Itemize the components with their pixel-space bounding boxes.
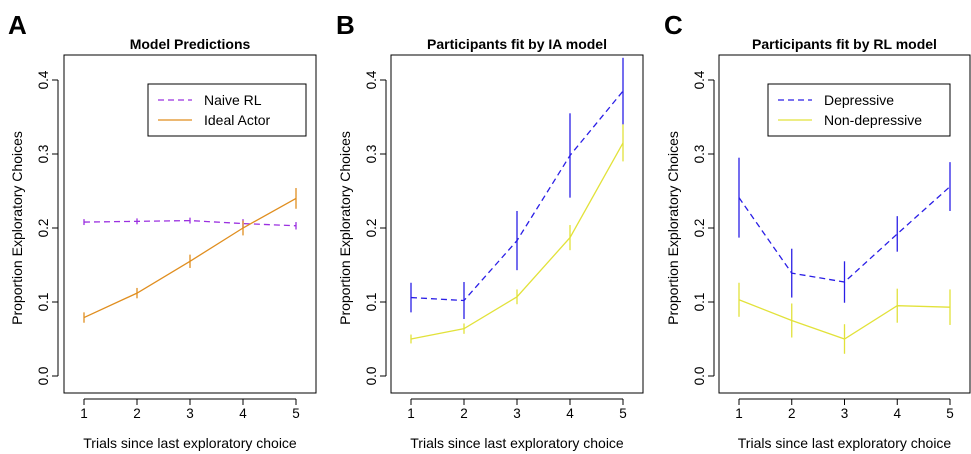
chart-title: Participants fit by IA model	[427, 36, 607, 52]
x-tick-label: 4	[566, 406, 574, 421]
y-tick-label: 0.3	[692, 145, 707, 164]
x-axis-label: Trials since last exploratory choice	[83, 435, 297, 451]
y-tick-label: 0.2	[364, 219, 379, 238]
series-line	[83, 219, 297, 227]
x-tick-label: 5	[619, 406, 627, 421]
x-axis-label: Trials since last exploratory choice	[410, 435, 624, 451]
panel-letter: A	[8, 10, 27, 40]
x-tick-label: 3	[186, 406, 194, 421]
chart-panel-a: A Model Predictions 1 2 3 4 5 Trials since last…	[8, 10, 317, 451]
legend-entry: Depressive	[824, 92, 894, 108]
x-tick-label: 5	[292, 406, 300, 421]
legend: Depressive Non-depressive	[767, 83, 951, 137]
series-dashed	[738, 157, 951, 303]
y-tick-label: 0.1	[364, 293, 379, 312]
chart-title: Model Predictions	[130, 36, 251, 52]
panel-letter: B	[336, 10, 355, 40]
plot-frame	[63, 54, 317, 394]
series-solid	[738, 282, 951, 354]
legend-entry: Ideal Actor	[204, 112, 270, 128]
y-tick-label: 0.0	[364, 367, 379, 386]
y-tick-label: 0.1	[36, 293, 51, 312]
series-solid	[83, 188, 297, 323]
panel-letter: C	[664, 10, 683, 40]
x-tick-label: 1	[407, 406, 415, 421]
x-tick-label: 4	[893, 406, 901, 421]
chart-panel-b: B Participants fit by IA model 1 2 3 4 5 Trials…	[336, 10, 644, 451]
y-tick-label: 0.2	[692, 219, 707, 238]
y-tick-label: 0.1	[692, 293, 707, 312]
series-dashed	[83, 217, 297, 230]
legend-box	[767, 83, 951, 137]
y-tick-label: 0.3	[364, 145, 379, 164]
legend-entry: Naive RL	[204, 92, 262, 108]
y-tick-label: 0.2	[36, 219, 51, 238]
chart-panel-c: C Participants fit by RL model 1 2 3 4 5 Trials…	[664, 10, 971, 451]
legend-entry: Non-depressive	[824, 112, 922, 128]
y-axis-label: Proportion Exploratory Choices	[665, 131, 681, 325]
x-tick-label: 2	[460, 406, 468, 421]
x-tick-label: 2	[133, 406, 141, 421]
y-tick-label: 0.4	[692, 70, 707, 89]
y-tick-label: 0.4	[36, 70, 51, 89]
legend: Naive RL Ideal Actor	[147, 83, 307, 137]
y-tick-label: 0.4	[364, 70, 379, 89]
y-axis-label: Proportion Exploratory Choices	[337, 131, 353, 325]
x-tick-label: 3	[513, 406, 521, 421]
x-tick-label: 4	[239, 406, 247, 421]
y-tick-label: 0.0	[36, 367, 51, 386]
chart-title: Participants fit by RL model	[752, 36, 937, 52]
y-tick-label: 0.3	[36, 145, 51, 164]
x-tick-label: 1	[735, 406, 743, 421]
x-tick-label: 2	[788, 406, 796, 421]
x-tick-label: 5	[946, 406, 954, 421]
series-solid	[410, 124, 624, 344]
plot-frame	[390, 54, 644, 394]
x-tick-label: 1	[80, 406, 88, 421]
y-tick-label: 0.0	[692, 367, 707, 386]
plot-frame	[718, 54, 971, 394]
legend-box	[147, 83, 307, 137]
series-dashed	[410, 57, 624, 320]
x-tick-label: 3	[841, 406, 849, 421]
y-axis-label: Proportion Exploratory Choices	[9, 131, 25, 325]
x-axis-label: Trials since last exploratory choice	[738, 435, 952, 451]
